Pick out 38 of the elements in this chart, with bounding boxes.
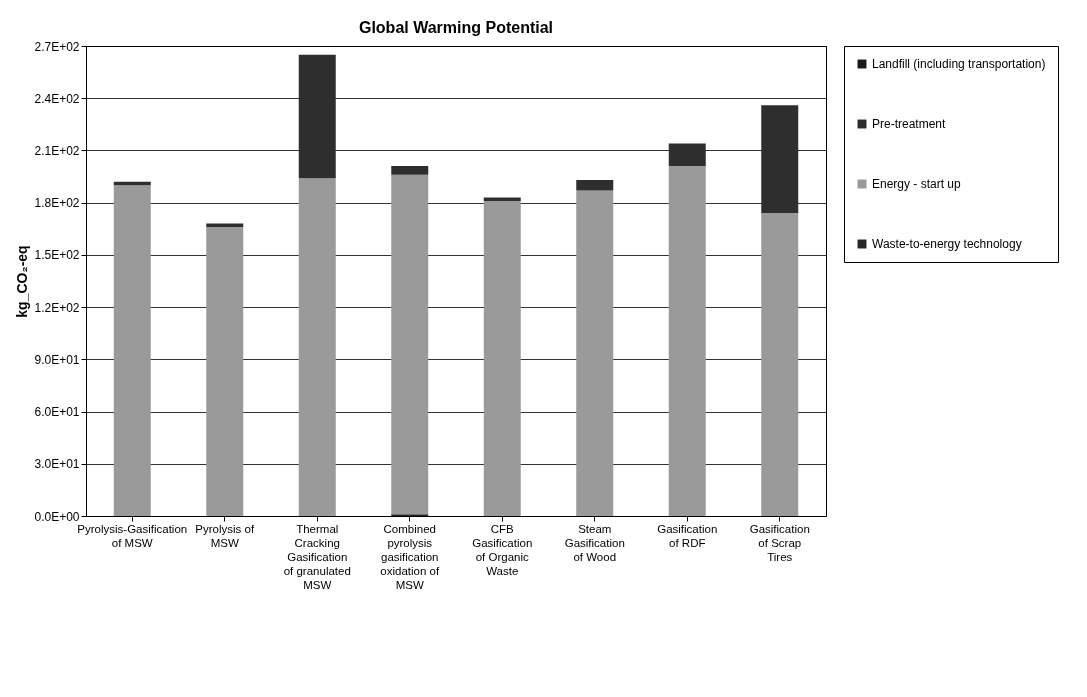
- bar: [391, 174, 429, 515]
- bar: [761, 213, 799, 516]
- x-tick-label: Steam Gasification of Wood: [564, 522, 625, 563]
- bar: [483, 200, 521, 516]
- x-tick-label: Thermal Cracking Gasification of granulated MSW: [283, 522, 351, 591]
- bar: [576, 190, 614, 516]
- y-tick-label: 2.4E+02: [34, 91, 80, 106]
- x-tick-label: Gasification of Scrap Tires: [749, 522, 810, 563]
- legend-label: Landfill (including transportation): [872, 57, 1046, 71]
- y-tick-label: 1.5E+02: [34, 248, 80, 263]
- legend-label: Energy - start up: [872, 177, 962, 191]
- bar: [206, 227, 244, 516]
- x-tick-label: Pyrolysis of MSW: [195, 522, 255, 549]
- chart-title: Global Warming Potential: [358, 19, 554, 36]
- y-tick-label: 0.0E+00: [34, 509, 80, 524]
- y-tick-label: 2.1E+02: [34, 143, 80, 158]
- x-tick-label: CFB Gasification of Organic Waste: [472, 522, 533, 577]
- bar: [298, 178, 336, 516]
- bar: [113, 185, 151, 516]
- legend-label: Waste-to-energy technology: [872, 237, 1022, 251]
- x-tick-label: Gasification of RDF: [657, 522, 718, 549]
- bar: [391, 166, 429, 175]
- x-tick-label: Pyrolysis-Gasification of MSW: [77, 522, 188, 549]
- y-tick-label: 6.0E+01: [34, 405, 80, 420]
- y-tick-label: 3.0E+01: [34, 457, 80, 472]
- bar: [668, 143, 706, 167]
- y-axis-title: kg_CO₂-eq: [14, 245, 31, 318]
- bar: [298, 54, 336, 179]
- y-tick-label: 9.0E+01: [34, 352, 80, 367]
- y-tick-label: 1.2E+02: [34, 300, 80, 315]
- legend-label: Pre-treatment: [872, 117, 947, 131]
- bar: [483, 197, 521, 201]
- y-tick-label: 1.8E+02: [34, 196, 80, 211]
- bar: [761, 105, 799, 214]
- x-tick-label: Combined pyrolysis gasification oxidation of MSW: [380, 522, 440, 591]
- bar: [668, 166, 706, 516]
- bar: [576, 180, 614, 191]
- y-tick-label: 2.7E+02: [34, 39, 80, 54]
